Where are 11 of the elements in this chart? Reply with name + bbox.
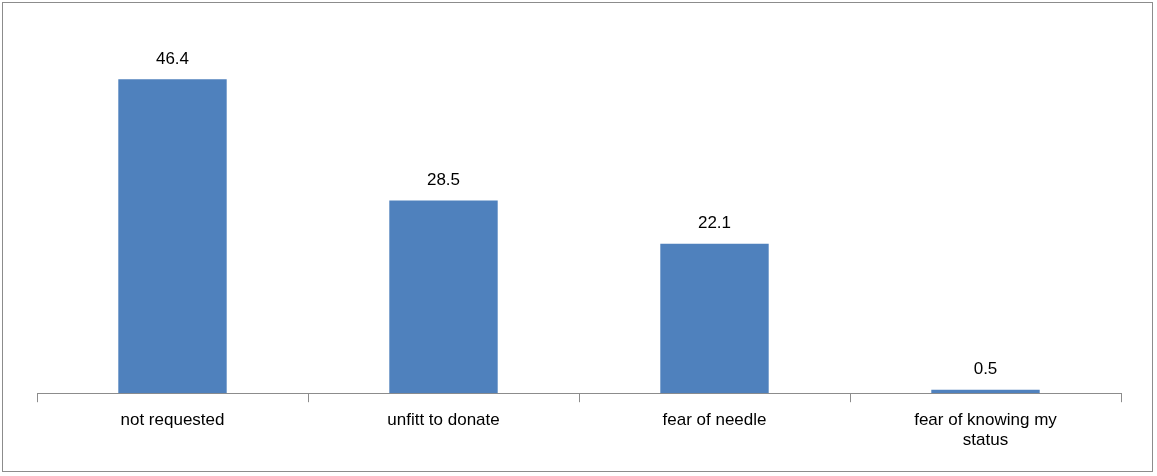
bar: [389, 200, 498, 394]
bar: [660, 243, 769, 394]
data-label: 22.1: [697, 212, 732, 232]
data-label: 0.5: [973, 359, 998, 379]
data-label: 28.5: [426, 169, 461, 189]
x-tick-label: fear of knowing my status: [914, 410, 1058, 450]
data-label: 46.4: [155, 48, 190, 68]
x-tick-label: fear of needle: [662, 410, 767, 430]
x-tick-label: not requested: [120, 410, 225, 430]
bar: [118, 79, 227, 394]
x-tick-label: unfitt to donate: [387, 410, 500, 430]
